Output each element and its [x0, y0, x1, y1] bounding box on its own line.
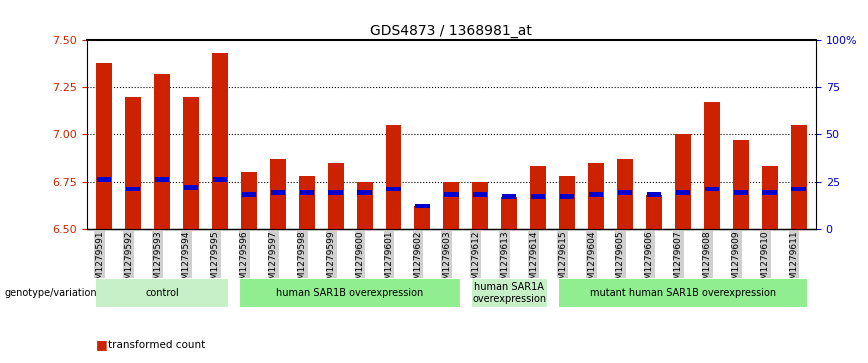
- Bar: [733, 191, 748, 195]
- Bar: [646, 195, 661, 229]
- Bar: [761, 166, 778, 229]
- Bar: [502, 194, 516, 199]
- Bar: [155, 177, 169, 182]
- Bar: [705, 187, 719, 191]
- Title: GDS4873 / 1368981_at: GDS4873 / 1368981_at: [371, 24, 532, 37]
- Text: GSM1279615: GSM1279615: [558, 231, 567, 291]
- Text: GSM1279606: GSM1279606: [645, 231, 654, 291]
- Bar: [386, 187, 401, 191]
- Bar: [415, 204, 430, 208]
- Bar: [328, 191, 343, 195]
- Bar: [647, 192, 661, 197]
- Text: GSM1279608: GSM1279608: [703, 231, 712, 291]
- Bar: [212, 53, 227, 229]
- Bar: [271, 191, 285, 195]
- Text: GSM1279598: GSM1279598: [298, 231, 306, 291]
- Bar: [213, 177, 227, 182]
- Bar: [270, 159, 286, 229]
- Text: GSM1279603: GSM1279603: [443, 231, 451, 291]
- Text: GSM1279591: GSM1279591: [95, 231, 104, 291]
- Bar: [791, 125, 806, 229]
- Text: GSM1279607: GSM1279607: [674, 231, 683, 291]
- Text: GSM1279611: GSM1279611: [790, 231, 799, 291]
- Bar: [589, 192, 603, 197]
- Text: GSM1279605: GSM1279605: [616, 231, 625, 291]
- Text: human SAR1A
overexpression: human SAR1A overexpression: [472, 282, 546, 304]
- Bar: [96, 62, 112, 229]
- Text: GSM1279599: GSM1279599: [326, 231, 336, 291]
- Text: GSM1279595: GSM1279595: [211, 231, 220, 291]
- Text: ■: ■: [95, 338, 108, 351]
- Text: human SAR1B overexpression: human SAR1B overexpression: [277, 288, 424, 298]
- Bar: [327, 163, 344, 229]
- Bar: [97, 177, 111, 182]
- Bar: [385, 125, 401, 229]
- Text: GSM1279592: GSM1279592: [124, 231, 133, 291]
- FancyBboxPatch shape: [95, 278, 229, 308]
- Bar: [444, 192, 458, 197]
- Bar: [414, 206, 431, 229]
- Bar: [617, 159, 633, 229]
- Bar: [559, 176, 575, 229]
- Text: GSM1279593: GSM1279593: [153, 231, 162, 291]
- Text: control: control: [145, 288, 179, 298]
- Bar: [588, 163, 604, 229]
- Bar: [240, 172, 257, 229]
- Text: GSM1279612: GSM1279612: [471, 231, 480, 291]
- Bar: [473, 192, 488, 197]
- Text: GSM1279597: GSM1279597: [269, 231, 278, 291]
- Bar: [184, 185, 198, 189]
- Bar: [241, 192, 256, 197]
- Bar: [675, 191, 690, 195]
- Bar: [183, 97, 199, 229]
- Text: GSM1279602: GSM1279602: [413, 231, 423, 291]
- Bar: [560, 194, 575, 199]
- Bar: [530, 166, 546, 229]
- Text: GSM1279613: GSM1279613: [500, 231, 510, 291]
- Bar: [126, 187, 141, 191]
- Bar: [618, 191, 632, 195]
- Bar: [531, 194, 545, 199]
- Text: GSM1279594: GSM1279594: [182, 231, 191, 291]
- FancyBboxPatch shape: [557, 278, 808, 308]
- Text: GSM1279614: GSM1279614: [529, 231, 538, 291]
- Bar: [299, 191, 314, 195]
- Bar: [299, 176, 314, 229]
- Text: GSM1279596: GSM1279596: [240, 231, 249, 291]
- Bar: [674, 134, 691, 229]
- Bar: [733, 140, 748, 229]
- FancyBboxPatch shape: [240, 278, 461, 308]
- Bar: [444, 182, 459, 229]
- Text: GSM1279600: GSM1279600: [356, 231, 365, 291]
- Text: GSM1279610: GSM1279610: [760, 231, 770, 291]
- Bar: [704, 102, 720, 229]
- Bar: [125, 97, 141, 229]
- Bar: [357, 182, 372, 229]
- Text: GSM1279609: GSM1279609: [732, 231, 740, 291]
- Text: mutant human SAR1B overexpression: mutant human SAR1B overexpression: [589, 288, 776, 298]
- FancyBboxPatch shape: [470, 278, 548, 308]
- Bar: [792, 187, 806, 191]
- Bar: [762, 191, 777, 195]
- Bar: [358, 191, 372, 195]
- Text: GSM1279601: GSM1279601: [385, 231, 393, 291]
- Bar: [472, 182, 488, 229]
- Bar: [501, 197, 517, 229]
- Text: GSM1279604: GSM1279604: [587, 231, 596, 291]
- Bar: [155, 74, 170, 229]
- Text: transformed count: transformed count: [108, 340, 206, 350]
- Text: genotype/variation: genotype/variation: [4, 288, 97, 298]
